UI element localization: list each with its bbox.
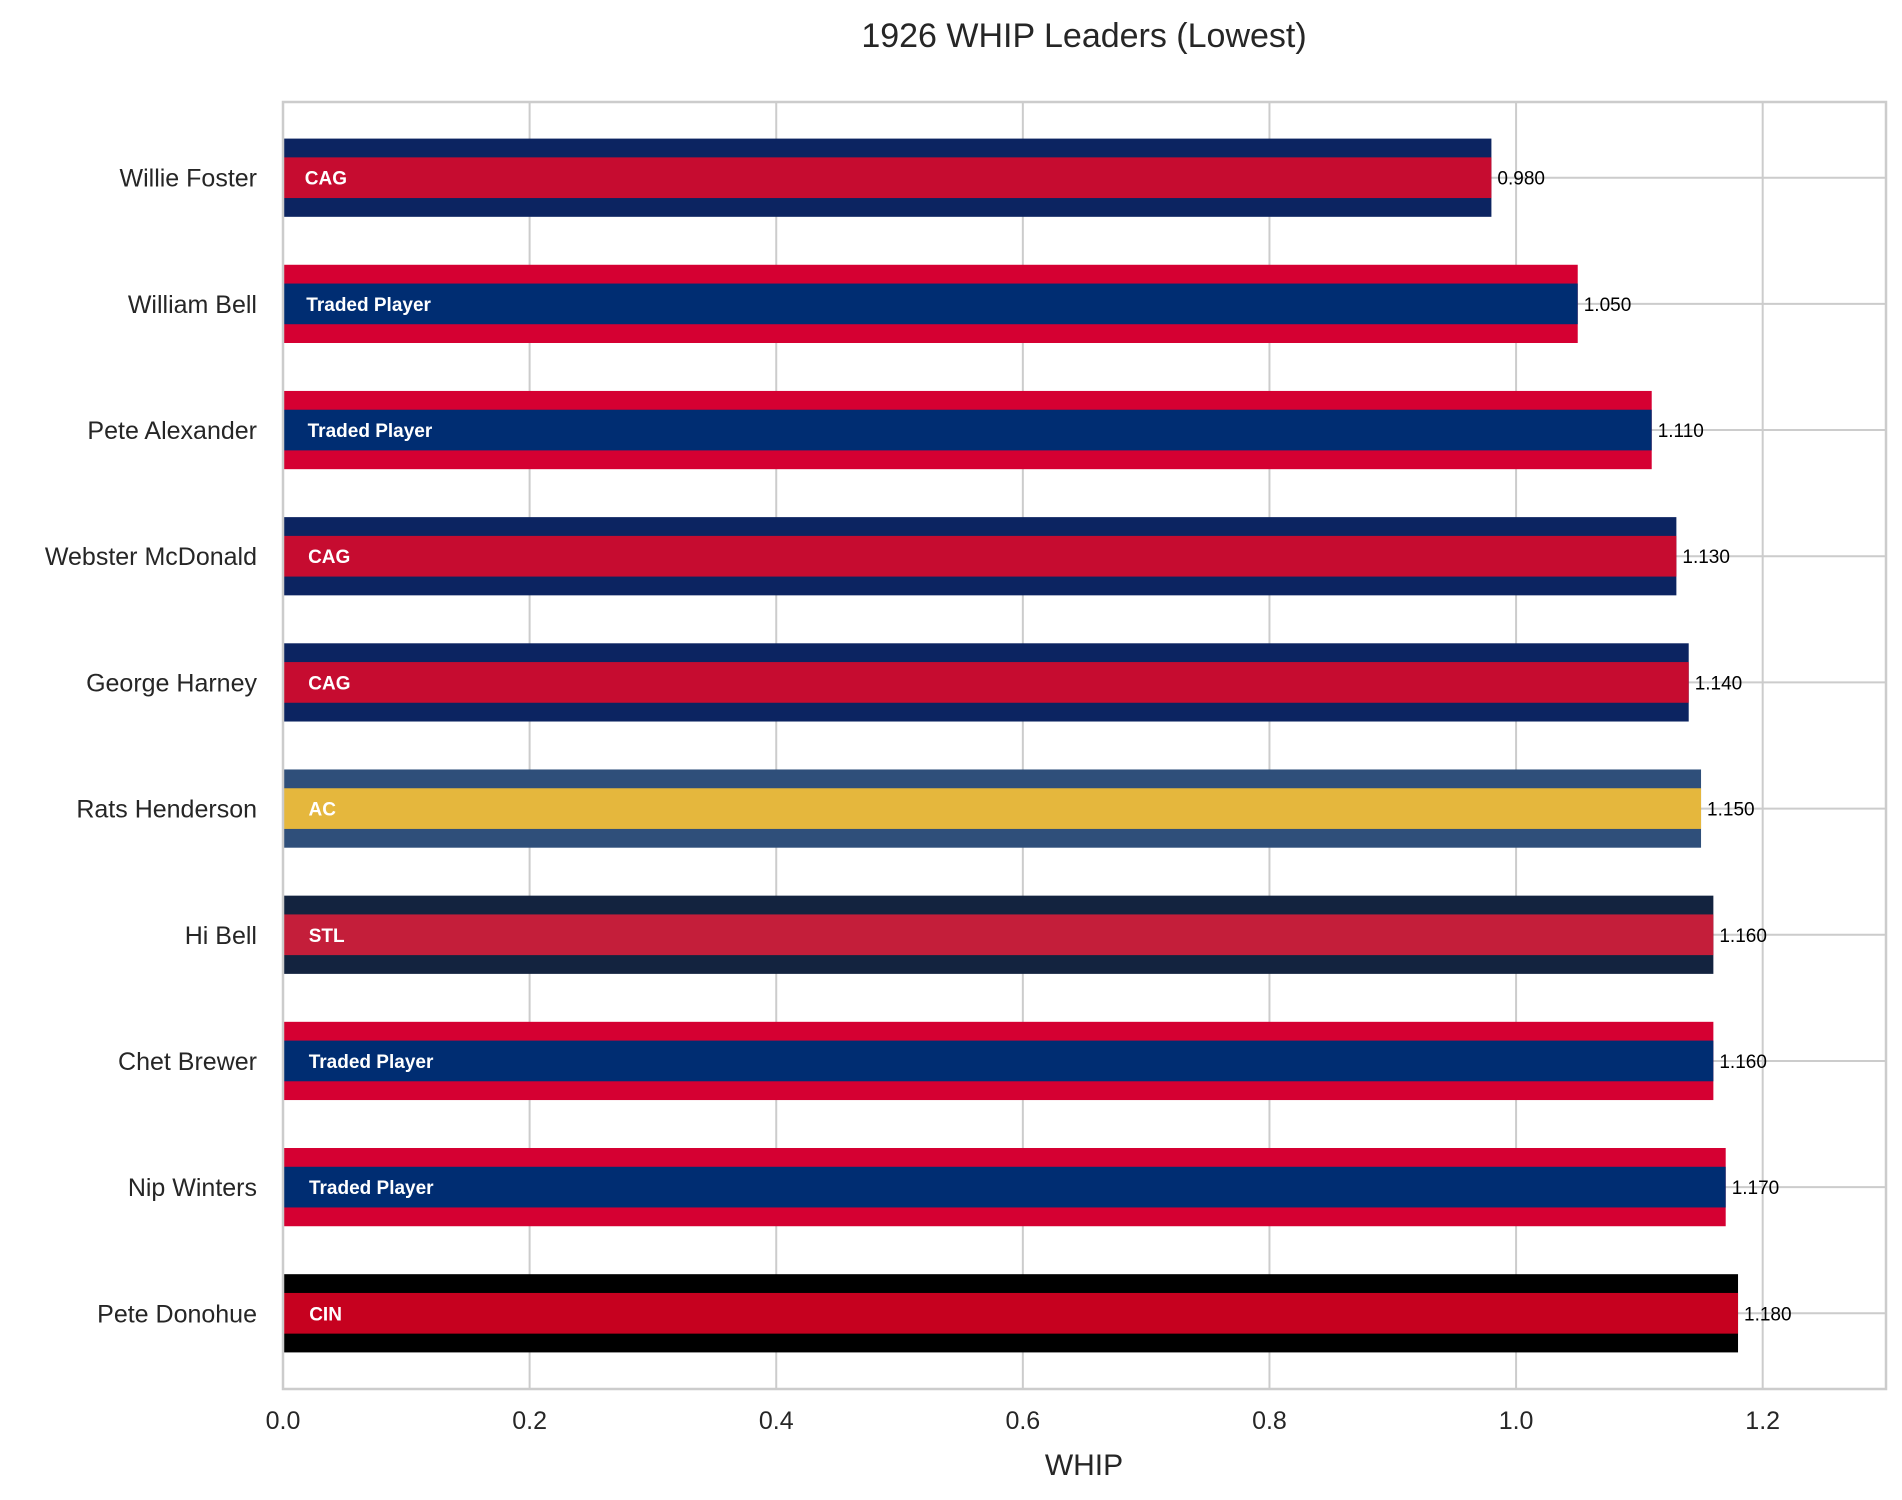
x-axis-label: WHIP xyxy=(1045,1449,1123,1482)
value-label: 1.180 xyxy=(1744,1304,1792,1325)
team-label: Traded Player xyxy=(309,1052,434,1073)
y-tick-label: Willie Foster xyxy=(119,165,257,193)
x-tick-label: 0.8 xyxy=(1252,1407,1287,1435)
team-label: Traded Player xyxy=(308,421,433,442)
y-axis-ticks: Willie Foster William Bell Pete Alexander W… xyxy=(45,165,258,1329)
value-label: 1.170 xyxy=(1732,1178,1780,1199)
value-label: 0.980 xyxy=(1497,169,1545,190)
team-label: CAG xyxy=(308,547,350,568)
x-tick-label: 0.4 xyxy=(759,1407,794,1435)
bar-stripe xyxy=(283,1040,1714,1082)
team-label: Traded Player xyxy=(306,295,431,316)
bar-stripe xyxy=(283,409,1652,451)
value-label: 1.140 xyxy=(1695,673,1743,694)
bar-stripe xyxy=(283,788,1702,829)
y-tick-label: Webster McDonald xyxy=(45,543,257,571)
y-tick-label: Nip Winters xyxy=(128,1174,257,1202)
team-label: AC xyxy=(309,800,337,821)
value-label: 1.160 xyxy=(1719,926,1767,947)
x-tick-label: 0.2 xyxy=(512,1407,547,1435)
bar-stripe xyxy=(283,662,1689,703)
bar-stripe xyxy=(283,914,1714,956)
y-tick-label: Chet Brewer xyxy=(118,1048,257,1076)
bar-stripe xyxy=(283,283,1578,325)
y-tick-label: Rats Henderson xyxy=(76,796,257,824)
team-label: CAG xyxy=(308,673,350,694)
value-label: 1.150 xyxy=(1707,800,1755,821)
plot-frame xyxy=(281,100,1888,1391)
team-label: STL xyxy=(309,926,345,947)
value-label: 1.110 xyxy=(1658,421,1704,442)
value-label: 1.160 xyxy=(1719,1052,1767,1073)
x-axis-ticks: 0.0 0.2 0.4 0.6 0.8 1.0 1.2 xyxy=(266,1407,1780,1435)
y-tick-label: William Bell xyxy=(128,291,257,319)
labels: CAG 0.980 Traded Player 1.050 Traded Player 1… xyxy=(305,169,1792,1326)
x-tick-label: 0.6 xyxy=(1005,1407,1040,1435)
bar-stripe xyxy=(283,1292,1739,1334)
y-tick-label: Pete Donohue xyxy=(97,1300,257,1328)
bar-stripe xyxy=(283,157,1492,199)
y-tick-label: Pete Alexander xyxy=(87,417,257,445)
team-label: Traded Player xyxy=(309,1178,434,1199)
bar-stripe xyxy=(283,1166,1726,1208)
x-tick-label: 1.0 xyxy=(1499,1407,1534,1435)
chart-title: 1926 WHIP Leaders (Lowest) xyxy=(861,17,1306,55)
bars xyxy=(283,138,1739,1353)
y-tick-label: Hi Bell xyxy=(185,922,257,950)
x-tick-label: 0.0 xyxy=(266,1407,301,1435)
x-tick-label: 1.2 xyxy=(1745,1407,1780,1435)
value-label: 1.050 xyxy=(1584,295,1632,316)
value-label: 1.130 xyxy=(1682,547,1730,568)
bar-stripe xyxy=(283,535,1677,577)
y-tick-label: George Harney xyxy=(86,669,257,697)
team-label: CIN xyxy=(309,1304,342,1325)
team-label: CAG xyxy=(305,169,347,190)
